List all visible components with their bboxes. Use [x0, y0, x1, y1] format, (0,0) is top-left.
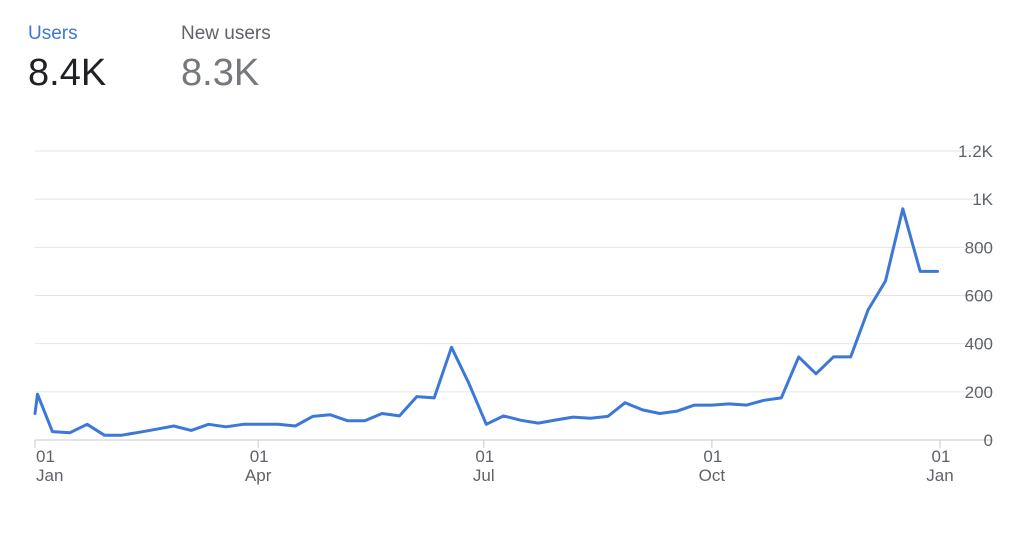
x-tick-month-3: Oct — [699, 466, 726, 485]
new-users-metric-value: 8.3K — [181, 52, 260, 94]
x-tick-day-2: 01 — [475, 447, 494, 466]
chart-series — [33, 207, 939, 437]
x-tick-day-0: 01 — [36, 447, 55, 466]
series-line-0 — [33, 207, 939, 437]
chart-gridlines — [35, 150, 992, 441]
x-tick-day-3: 01 — [703, 447, 722, 466]
y-tick-label-1: 200 — [965, 383, 993, 402]
y-tick-label-6: 1.2K — [958, 142, 994, 161]
x-tick-month-4: Jan — [926, 466, 953, 485]
y-tick-label-3: 600 — [965, 287, 993, 306]
x-tick-day-1: 01 — [250, 447, 269, 466]
y-tick-label-5: 1K — [972, 190, 993, 209]
y-axis-ticks: 0 200 400 600 800 1K 1.2K — [958, 142, 994, 450]
users-metric-value: 8.4K — [28, 52, 107, 94]
x-tick-month-1: Apr — [245, 466, 272, 485]
users-metric-card[interactable]: Users 8.4K — [28, 22, 106, 96]
x-tick-month-2: Jul — [473, 466, 495, 485]
new-users-metric-card[interactable]: New users 8.3K — [181, 22, 271, 96]
new-users-metric-label[interactable]: New users — [181, 23, 271, 44]
users-metric-label[interactable]: Users — [28, 23, 78, 44]
x-tick-day-4: 01 — [932, 447, 951, 466]
y-tick-label-0: 0 — [984, 431, 993, 450]
y-tick-label-2: 400 — [965, 335, 993, 354]
x-tick-month-0: Jan — [36, 466, 63, 485]
y-tick-label-4: 800 — [965, 238, 993, 257]
